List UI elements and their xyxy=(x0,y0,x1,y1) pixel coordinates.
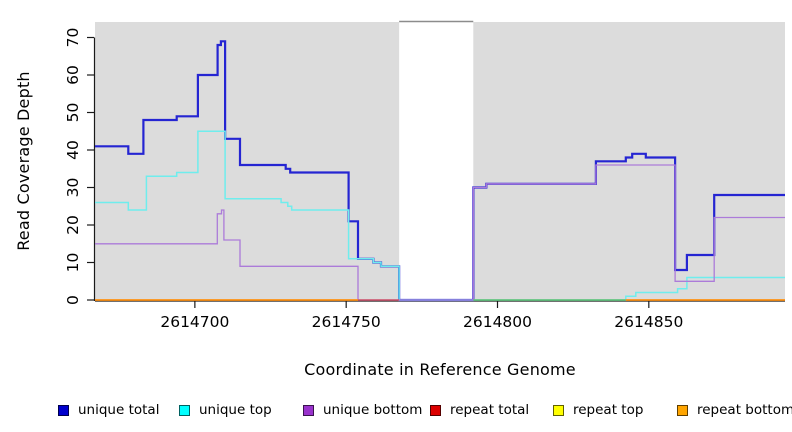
y-tick-label: 20 xyxy=(64,215,82,235)
x-tick-label: 2614800 xyxy=(463,313,532,331)
y-tick-label: 30 xyxy=(64,178,82,198)
y-axis-label: Read Coverage Depth xyxy=(14,71,33,251)
x-tick-label: 2614850 xyxy=(614,313,683,331)
series-line-unique-top xyxy=(95,130,785,301)
y-tick-label: 40 xyxy=(64,140,82,160)
x-tick-label: 2614700 xyxy=(160,313,229,331)
y-tick-label: 10 xyxy=(64,253,82,273)
series-line-unique-bottom xyxy=(95,164,785,301)
masked-region xyxy=(399,21,474,300)
x-tick-label: 2614750 xyxy=(312,313,381,331)
y-tick-label: 50 xyxy=(64,103,82,123)
y-tick-label: 0 xyxy=(64,295,82,305)
x-axis-label: Coordinate in Reference Genome xyxy=(304,360,576,379)
y-tick-label: 60 xyxy=(64,65,82,85)
y-tick-label: 70 xyxy=(64,28,82,48)
